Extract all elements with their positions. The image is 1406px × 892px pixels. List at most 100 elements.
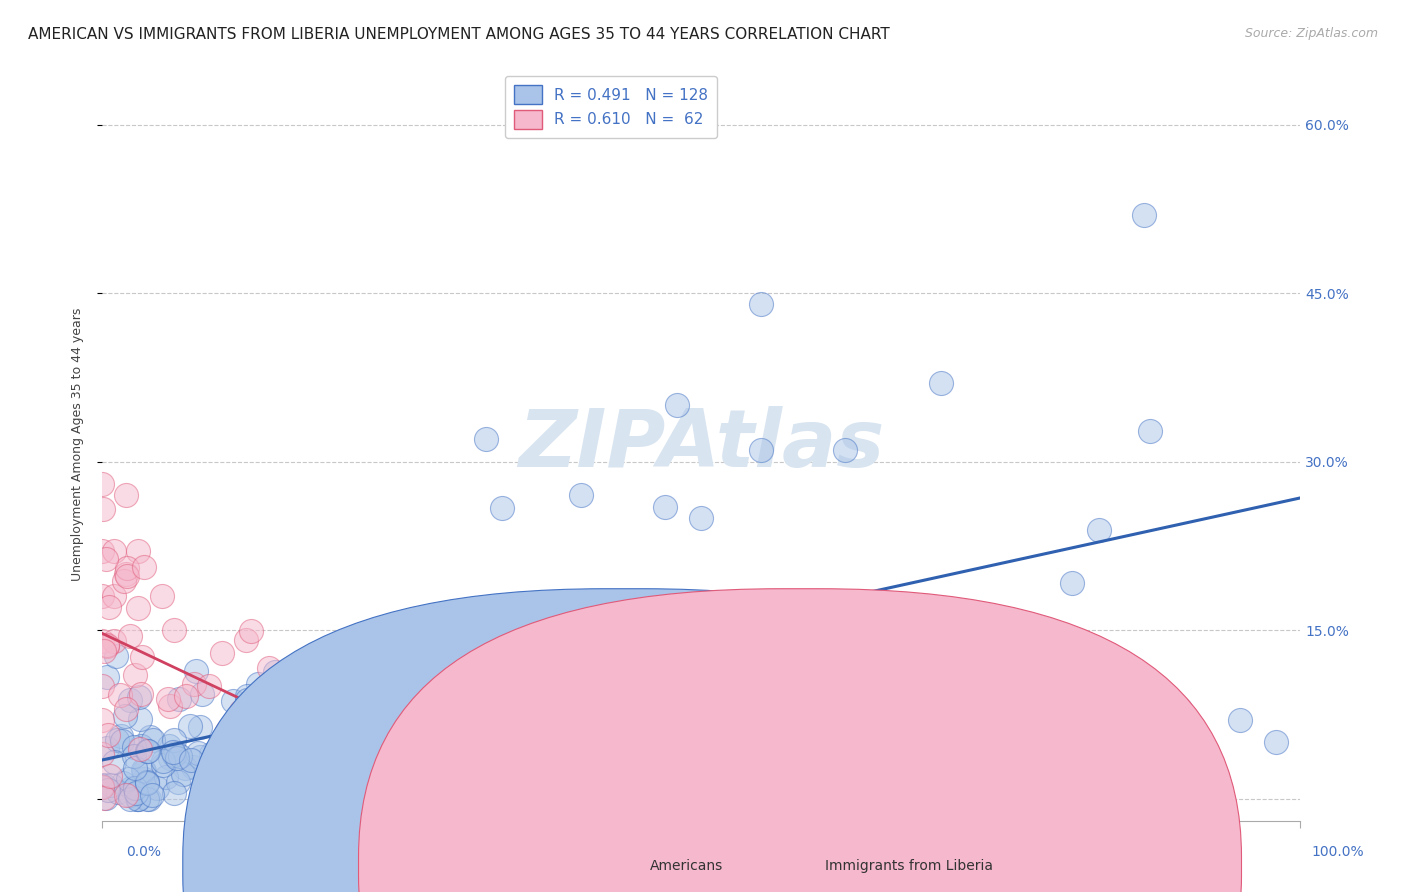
Point [503,654,526,668]
Point [135,791,157,805]
Point [266,719,288,733]
Point [135,776,157,790]
Point [97,783,120,797]
Point [211,646,233,660]
Point [110,729,132,743]
Point [111,733,134,747]
Text: 100.0%: 100.0% [1312,845,1364,859]
Point [453,690,475,704]
Point [93,502,115,516]
Point [188,721,211,735]
Point [231,707,253,722]
Point [167,774,190,789]
Point [103,590,125,604]
Point [93,791,115,805]
Point [187,746,209,760]
Legend: R = 0.491   N = 128, R = 0.610   N =  62: R = 0.491 N = 128, R = 0.610 N = 62 [505,76,717,138]
Point [330,747,353,761]
Point [120,788,142,802]
Point [235,756,257,770]
Y-axis label: Unemployment Among Ages 35 to 44 years: Unemployment Among Ages 35 to 44 years [72,308,84,582]
Point [530,610,553,624]
Point [336,771,359,785]
Point [468,668,491,682]
Point [111,776,134,790]
Point [93,778,115,792]
Point [124,761,146,775]
Point [96,640,118,654]
Point [120,781,142,796]
Point [127,791,149,805]
Point [103,755,125,769]
Point [526,689,548,703]
Point [225,743,247,757]
Point [1265,735,1288,749]
Point [156,692,179,706]
Point [96,638,118,652]
Text: ZIPAtlas: ZIPAtlas [517,406,884,483]
Point [315,663,337,677]
Point [264,704,287,718]
Point [96,741,118,756]
Point [1062,575,1084,590]
Point [162,745,184,759]
Point [124,787,146,801]
Point [146,781,169,796]
Point [115,488,138,502]
Point [129,712,152,726]
Point [869,701,891,715]
Point [163,623,186,637]
Point [91,590,114,604]
Point [91,544,114,558]
Point [103,544,125,558]
Point [929,376,952,390]
Point [264,665,287,680]
Point [257,730,280,744]
Point [181,760,204,774]
Point [136,744,159,758]
Point [117,772,139,786]
Text: Immigrants from Liberia: Immigrants from Liberia [825,859,993,873]
Point [132,772,155,786]
Point [1025,629,1047,643]
Point [179,719,201,733]
Point [162,786,184,800]
Point [159,751,181,765]
Point [966,617,988,632]
Point [398,693,420,707]
Point [124,748,146,763]
Point [426,681,449,696]
Point [112,574,135,588]
Point [215,723,238,738]
Point [91,780,114,795]
Point [129,739,152,754]
Point [749,443,772,458]
Point [169,749,191,764]
Point [810,679,832,693]
Point [115,569,138,583]
Point [131,649,153,664]
Point [1088,524,1111,538]
Point [114,708,136,723]
Point [165,746,187,760]
Point [91,679,114,693]
Point [447,713,470,727]
Point [172,767,194,781]
Point [270,739,292,753]
Point [498,608,520,623]
Point [191,688,214,702]
Point [236,689,259,703]
Point [666,399,689,413]
Point [132,560,155,574]
Point [690,510,713,524]
Point [183,677,205,691]
Point [128,690,150,705]
Point [834,443,856,458]
Point [163,733,186,747]
Point [236,693,259,707]
Point [125,791,148,805]
Point [198,679,221,693]
Point [132,764,155,778]
Point [200,747,222,761]
Point [94,551,117,566]
